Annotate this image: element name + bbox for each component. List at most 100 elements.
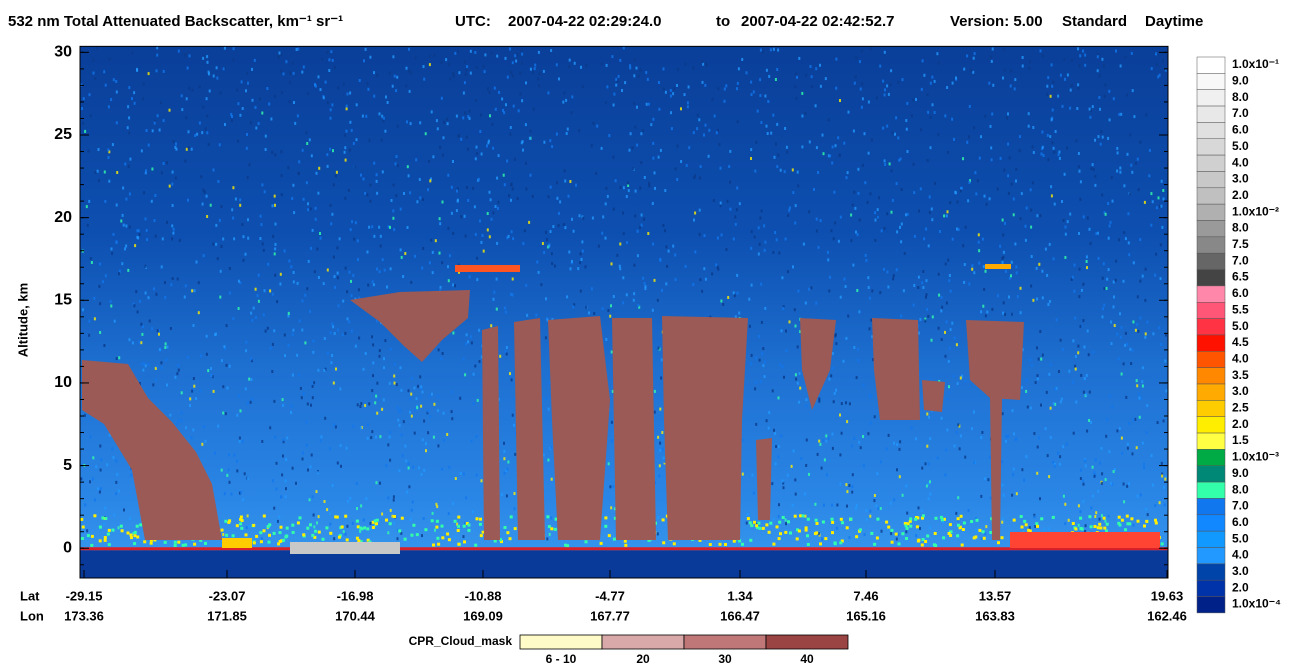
backscatter-texture xyxy=(222,533,225,536)
backscatter-texture xyxy=(804,528,808,532)
backscatter-texture xyxy=(546,537,549,541)
backscatter-texture xyxy=(867,151,870,155)
backscatter-texture xyxy=(556,181,558,185)
backscatter-texture xyxy=(863,132,866,136)
backscatter-texture xyxy=(362,367,365,371)
backscatter-texture xyxy=(295,48,298,51)
backscatter-texture xyxy=(972,536,976,540)
backscatter-texture xyxy=(180,419,183,423)
backscatter-texture xyxy=(223,66,226,70)
backscatter-texture xyxy=(815,531,819,535)
colorbar-swatch xyxy=(1196,351,1226,368)
backscatter-texture xyxy=(228,364,231,368)
backscatter-texture xyxy=(796,170,799,174)
backscatter-texture xyxy=(914,517,918,521)
backscatter-texture xyxy=(276,300,279,304)
backscatter-texture xyxy=(550,477,553,481)
backscatter-texture xyxy=(926,159,929,162)
backscatter-texture xyxy=(658,474,661,478)
backscatter-texture xyxy=(781,479,784,483)
backscatter-texture xyxy=(515,431,517,435)
backscatter-texture xyxy=(967,509,970,512)
backscatter-texture xyxy=(595,172,598,175)
backscatter-texture xyxy=(467,115,470,119)
backscatter-texture xyxy=(883,50,886,54)
backscatter-texture xyxy=(509,47,511,51)
backscatter-texture xyxy=(647,102,650,106)
backscatter-texture xyxy=(171,237,173,241)
backscatter-texture xyxy=(980,310,983,314)
backscatter-texture xyxy=(581,249,584,253)
backscatter-texture xyxy=(239,522,243,526)
surface-layer xyxy=(290,542,400,554)
backscatter-texture xyxy=(479,517,482,521)
backscatter-texture xyxy=(448,63,451,67)
backscatter-texture xyxy=(593,312,596,316)
backscatter-texture xyxy=(1047,76,1050,80)
backscatter-texture xyxy=(120,529,124,533)
backscatter-texture xyxy=(605,101,607,105)
backscatter-texture xyxy=(1015,492,1018,496)
backscatter-texture xyxy=(274,247,277,251)
cloud-mask-swatch xyxy=(683,634,767,650)
backscatter-texture xyxy=(1144,298,1147,302)
backscatter-texture xyxy=(371,526,375,529)
backscatter-texture xyxy=(463,60,466,64)
backscatter-texture xyxy=(194,134,197,137)
backscatter-texture xyxy=(899,157,902,161)
backscatter-texture xyxy=(774,432,777,436)
backscatter-texture xyxy=(627,184,630,187)
backscatter-texture xyxy=(274,520,277,524)
backscatter-texture xyxy=(387,531,390,535)
backscatter-texture xyxy=(264,329,267,333)
backscatter-texture xyxy=(130,536,133,540)
backscatter-texture xyxy=(891,131,894,135)
backscatter-texture xyxy=(946,210,949,214)
backscatter-texture xyxy=(1101,514,1103,518)
backscatter-texture xyxy=(158,332,160,336)
backscatter-texture xyxy=(1105,522,1109,526)
backscatter-texture xyxy=(1154,504,1157,507)
colorbar-label: 4.0 xyxy=(1232,548,1249,562)
backscatter-texture xyxy=(1141,384,1144,388)
backscatter-texture xyxy=(155,69,158,73)
backscatter-texture xyxy=(149,541,153,545)
colorbar-swatch xyxy=(1196,73,1226,90)
backscatter-texture xyxy=(269,426,272,430)
backscatter-texture xyxy=(926,93,929,97)
backscatter-texture xyxy=(410,392,413,396)
backscatter-texture xyxy=(415,533,419,537)
backscatter-texture xyxy=(184,284,187,288)
backscatter-texture xyxy=(796,75,798,79)
backscatter-texture xyxy=(787,520,790,524)
backscatter-texture xyxy=(839,215,842,219)
backscatter-texture xyxy=(100,458,103,462)
backscatter-texture xyxy=(422,198,424,201)
backscatter-texture xyxy=(960,186,963,190)
backscatter-texture xyxy=(929,378,932,382)
backscatter-texture xyxy=(268,102,271,106)
backscatter-texture xyxy=(1136,384,1139,388)
backscatter-texture xyxy=(889,501,892,505)
backscatter-texture xyxy=(428,394,431,398)
backscatter-texture xyxy=(799,330,802,334)
backscatter-texture xyxy=(274,273,277,277)
backscatter-texture xyxy=(142,368,145,372)
backscatter-texture xyxy=(195,397,198,400)
backscatter-texture xyxy=(808,287,811,291)
lat-tick-label: -16.98 xyxy=(337,588,374,603)
backscatter-texture xyxy=(467,199,470,202)
backscatter-texture xyxy=(944,354,947,358)
backscatter-texture xyxy=(933,111,936,114)
backscatter-texture xyxy=(1097,135,1100,139)
backscatter-texture xyxy=(1053,464,1056,468)
backscatter-texture xyxy=(329,447,332,451)
backscatter-texture xyxy=(458,71,461,75)
backscatter-texture xyxy=(187,146,190,150)
backscatter-texture xyxy=(230,119,233,123)
backscatter-texture xyxy=(311,495,314,499)
backscatter-texture xyxy=(197,281,200,285)
colorbar-swatch xyxy=(1196,138,1226,156)
backscatter-texture xyxy=(355,482,358,486)
lon-tick-label: 167.77 xyxy=(590,608,630,623)
